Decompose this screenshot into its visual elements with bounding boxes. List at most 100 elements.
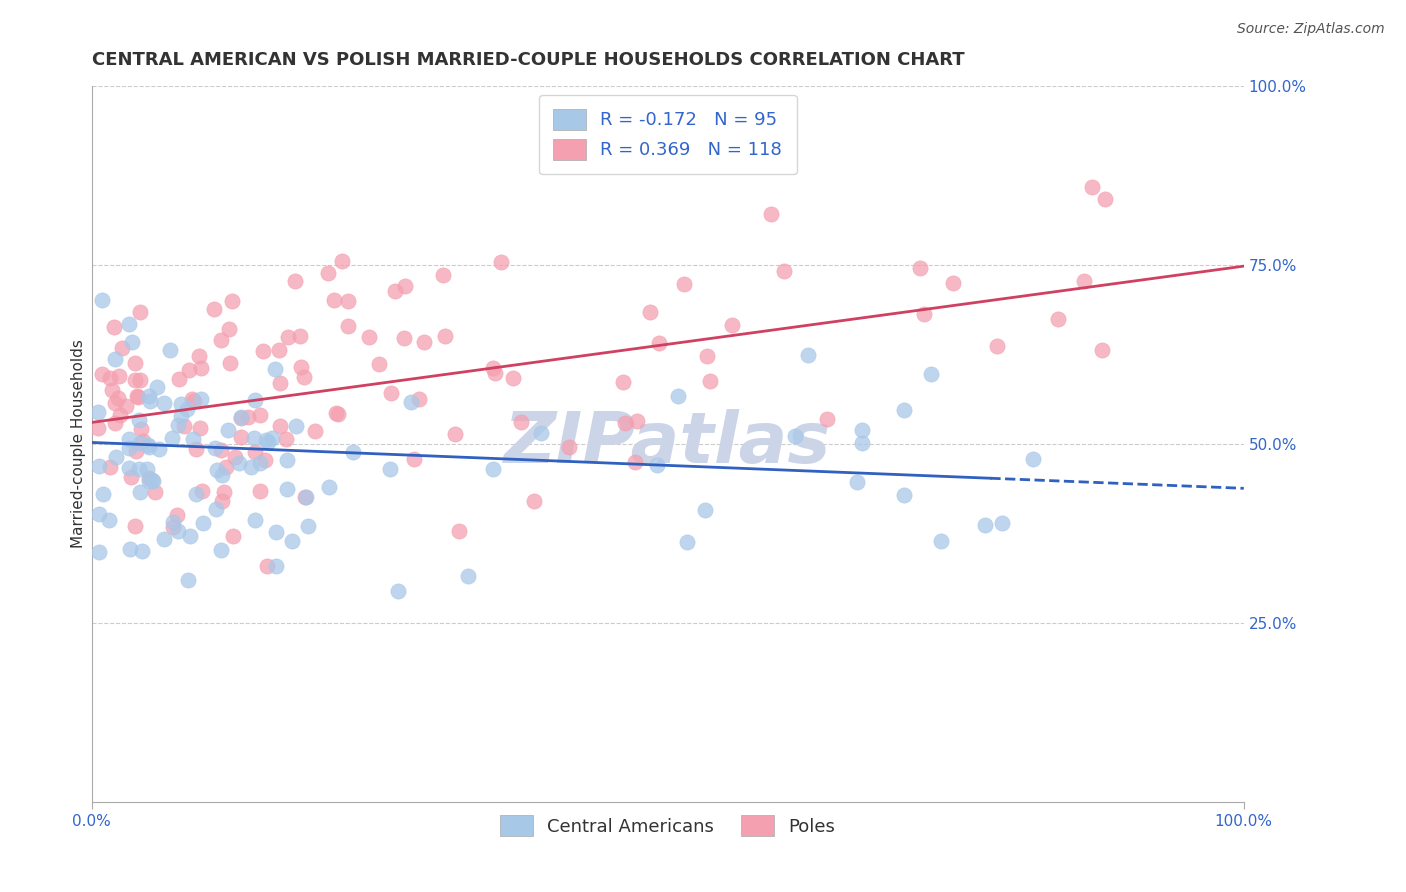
Point [523, 494, 546, 508]
Point [260, 431, 283, 445]
Point [236, 409, 259, 424]
Point [135, 462, 157, 476]
Point [139, 393, 162, 408]
Point [326, 407, 349, 421]
Point [177, 363, 200, 377]
Point [211, 494, 233, 508]
Point [186, 442, 208, 457]
Point [325, 406, 347, 420]
Point [190, 483, 212, 498]
Point [613, 417, 636, 431]
Point [304, 424, 326, 438]
Point [115, 400, 138, 414]
Point [666, 390, 689, 404]
Point [509, 415, 531, 429]
Point [89, 508, 111, 522]
Point [90, 293, 112, 307]
Point [851, 423, 873, 437]
Point [264, 524, 287, 539]
Point [179, 529, 201, 543]
Point [336, 319, 359, 334]
Point [87, 421, 110, 435]
Point [127, 390, 149, 404]
Point [202, 301, 225, 316]
Point [276, 482, 298, 496]
Legend: Central Americans, Poles: Central Americans, Poles [494, 808, 842, 844]
Point [759, 207, 782, 221]
Point [243, 445, 266, 459]
Point [86, 405, 108, 419]
Point [191, 516, 214, 530]
Point [118, 432, 141, 446]
Point [256, 558, 278, 573]
Point [281, 533, 304, 548]
Point [267, 343, 290, 357]
Point [229, 430, 252, 444]
Point [127, 389, 149, 403]
Point [214, 484, 236, 499]
Point [276, 453, 298, 467]
Point [205, 463, 228, 477]
Point [392, 331, 415, 345]
Point [176, 573, 198, 587]
Point [269, 418, 291, 433]
Point [318, 479, 340, 493]
Point [180, 392, 202, 406]
Point [162, 520, 184, 534]
Point [170, 397, 193, 411]
Point [851, 436, 873, 450]
Point [170, 409, 193, 423]
Point [285, 419, 308, 434]
Point [183, 393, 205, 408]
Point [612, 375, 634, 389]
Point [914, 307, 936, 321]
Point [124, 518, 146, 533]
Point [297, 518, 319, 533]
Point [138, 388, 160, 402]
Point [638, 304, 661, 318]
Point [624, 455, 647, 469]
Y-axis label: Married-couple Households: Married-couple Households [72, 340, 86, 549]
Point [209, 443, 232, 458]
Point [294, 490, 316, 504]
Point [166, 508, 188, 523]
Point [159, 343, 181, 357]
Point [330, 253, 353, 268]
Point [138, 470, 160, 484]
Point [530, 426, 553, 441]
Point [111, 341, 134, 355]
Point [228, 456, 250, 470]
Text: CENTRAL AMERICAN VS POLISH MARRIED-COUPLE HOUSEHOLDS CORRELATION CHART: CENTRAL AMERICAN VS POLISH MARRIED-COUPL… [91, 51, 965, 69]
Point [249, 408, 271, 422]
Point [221, 293, 243, 308]
Point [245, 513, 267, 527]
Point [342, 445, 364, 459]
Point [89, 545, 111, 559]
Point [720, 318, 742, 333]
Point [120, 470, 142, 484]
Point [264, 558, 287, 573]
Point [143, 485, 166, 500]
Point [1081, 179, 1104, 194]
Point [205, 501, 228, 516]
Point [910, 260, 932, 275]
Point [243, 393, 266, 408]
Point [98, 371, 121, 385]
Point [173, 419, 195, 434]
Point [214, 460, 236, 475]
Point [89, 459, 111, 474]
Point [138, 440, 160, 454]
Point [224, 450, 246, 464]
Point [696, 349, 718, 363]
Point [699, 374, 721, 388]
Point [107, 392, 129, 406]
Point [1073, 274, 1095, 288]
Point [269, 376, 291, 391]
Point [773, 264, 796, 278]
Point [118, 441, 141, 455]
Point [190, 392, 212, 407]
Point [128, 413, 150, 427]
Point [433, 328, 456, 343]
Point [482, 360, 505, 375]
Point [162, 515, 184, 529]
